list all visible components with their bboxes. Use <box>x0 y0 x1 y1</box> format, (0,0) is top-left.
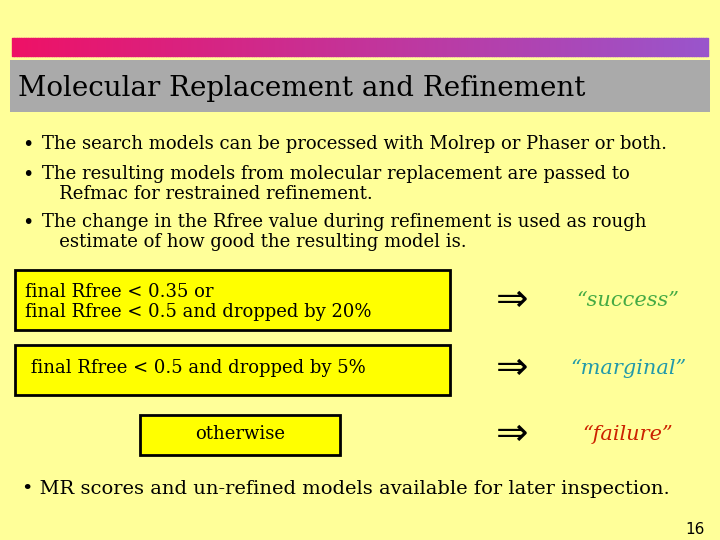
Text: Molecular Replacement and Refinement: Molecular Replacement and Refinement <box>18 75 585 102</box>
Text: estimate of how good the resulting model is.: estimate of how good the resulting model… <box>42 233 467 251</box>
FancyBboxPatch shape <box>10 60 710 112</box>
Text: Refmac for restrained refinement.: Refmac for restrained refinement. <box>42 185 373 203</box>
Text: ⇒: ⇒ <box>495 415 528 453</box>
Text: “success”: “success” <box>577 291 680 309</box>
Text: The search models can be processed with Molrep or Phaser or both.: The search models can be processed with … <box>42 135 667 153</box>
Text: The resulting models from molecular replacement are passed to: The resulting models from molecular repl… <box>42 165 630 183</box>
Text: • MR scores and un-refined models available for later inspection.: • MR scores and un-refined models availa… <box>22 480 670 498</box>
Text: The change in the Rfree value during refinement is used as rough: The change in the Rfree value during ref… <box>42 213 647 231</box>
Text: final Rfree < 0.35 or: final Rfree < 0.35 or <box>25 283 214 301</box>
Text: final Rfree < 0.5 and dropped by 5%: final Rfree < 0.5 and dropped by 5% <box>25 359 366 377</box>
Text: •: • <box>22 213 33 232</box>
Text: ⇒: ⇒ <box>495 281 528 319</box>
FancyBboxPatch shape <box>15 270 450 330</box>
Text: “marginal”: “marginal” <box>570 359 686 377</box>
FancyBboxPatch shape <box>140 415 340 455</box>
Text: •: • <box>22 165 33 184</box>
Text: •: • <box>22 135 33 154</box>
Text: otherwise: otherwise <box>195 425 285 443</box>
Text: final Rfree < 0.5 and dropped by 20%: final Rfree < 0.5 and dropped by 20% <box>25 303 372 321</box>
Text: ⇒: ⇒ <box>495 349 528 387</box>
Text: 16: 16 <box>685 523 705 537</box>
FancyBboxPatch shape <box>15 345 450 395</box>
Text: “failure”: “failure” <box>582 424 673 443</box>
